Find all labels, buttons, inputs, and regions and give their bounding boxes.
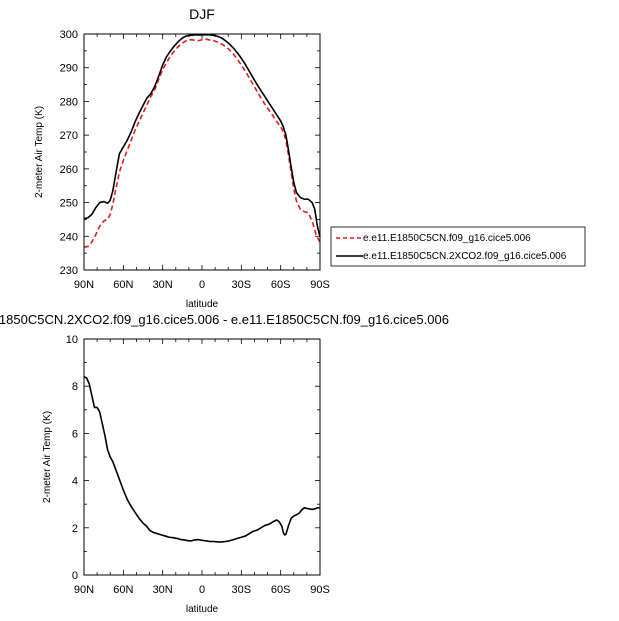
y-tick-label: 250: [60, 198, 78, 210]
x-tick-label: 90S: [310, 584, 330, 596]
x-tick-label: 60N: [113, 279, 133, 291]
x-axis-title: latitude: [186, 299, 219, 310]
y-tick-label: 2: [72, 523, 78, 535]
x-tick-label: 90S: [310, 279, 330, 291]
y-tick-label: 10: [66, 334, 78, 346]
panel-djf: DJF 90N 60N 30N 0 30S 60S 90S 230 240 250 260 270 2…: [34, 6, 586, 310]
series-line-0: [83, 38, 321, 248]
x-tick-label: 60S: [271, 279, 291, 291]
y-tick-label: 280: [60, 96, 78, 108]
y-tick-label: 270: [60, 130, 78, 142]
legend: e.e11.E1850C5CN.f09_g16.cice5.006 e.e11.…: [330, 226, 586, 267]
series-line-1: [83, 33, 321, 238]
panel-title: e.e11.E1850C5CN.2XCO2.f09_g16.cice5.006 …: [0, 312, 449, 327]
x-tick-label: 0: [199, 279, 205, 291]
x-tick-label: 30S: [232, 584, 252, 596]
x-tick-label: 60S: [271, 584, 291, 596]
y-tick-label: 8: [72, 381, 78, 393]
legend-label-control: e.e11.E1850C5CN.f09_g16.cice5.006: [363, 233, 531, 244]
x-tick-label: 30N: [153, 584, 173, 596]
y-axis-title: 2-meter Air Temp (K): [42, 411, 53, 503]
x-tick-label: 90N: [74, 584, 94, 596]
x-tick-label: 30S: [232, 279, 252, 291]
y-tick-label: 4: [72, 476, 78, 488]
x-tick-label: 0: [199, 584, 205, 596]
x-tick-label: 90N: [74, 279, 94, 291]
x-tick-label: 30N: [153, 279, 173, 291]
y-tick-label: 290: [60, 63, 78, 75]
panel-title: DJF: [189, 6, 215, 22]
legend-label-2xco2: e.e11.E1850C5CN.2XCO2.f09_g16.cice5.006: [363, 251, 567, 262]
y-tick-label: 230: [60, 265, 78, 277]
series-line-0: [83, 376, 320, 543]
y-tick-label: 260: [60, 164, 78, 176]
y-tick-label: 6: [72, 428, 78, 440]
x-axis-title: latitude: [186, 604, 219, 615]
legend-box: [330, 226, 586, 267]
x-tick-label: 60N: [113, 584, 133, 596]
plot-frame: [83, 33, 321, 271]
y-tick-label: 240: [60, 231, 78, 243]
panel-difference: e.e11.E1850C5CN.2XCO2.f09_g16.cice5.006 …: [0, 312, 449, 615]
y-tick-label: 300: [60, 29, 78, 41]
y-tick-label: 0: [72, 570, 78, 582]
y-axis-title: 2-meter Air Temp (K): [34, 106, 45, 198]
